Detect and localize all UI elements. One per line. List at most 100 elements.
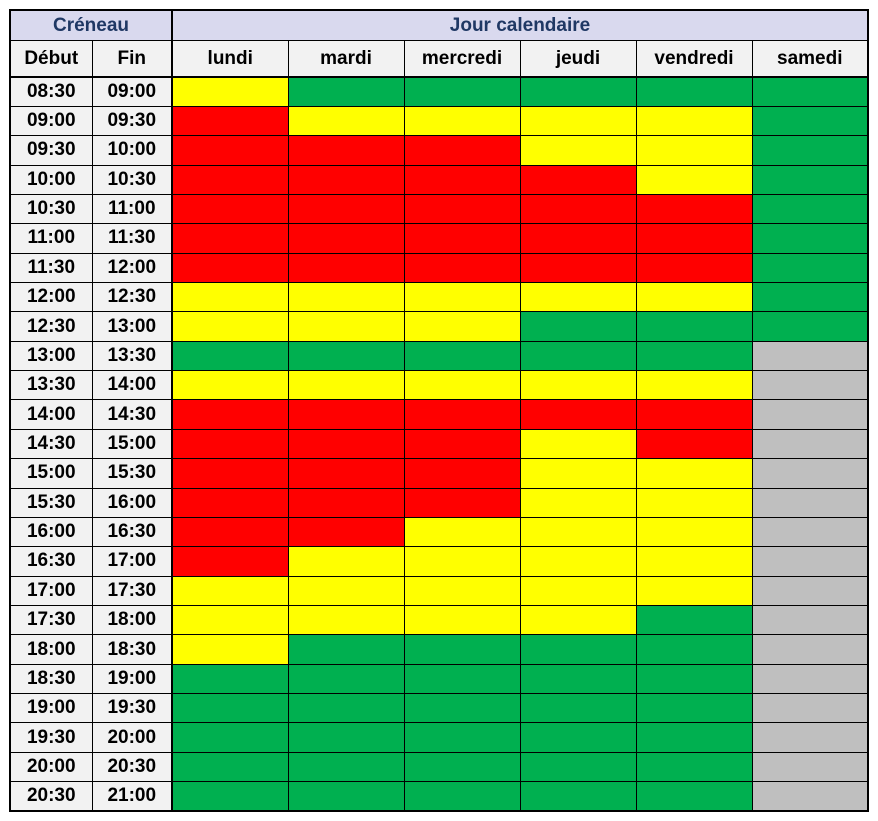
availability-cell-vendredi-1700-yellow[interactable] — [635, 575, 753, 606]
availability-cell-mardi-2000-green[interactable] — [287, 751, 405, 783]
availability-cell-samedi-0930-green[interactable] — [751, 135, 869, 166]
availability-cell-vendredi-0930-yellow[interactable] — [635, 135, 753, 166]
availability-cell-jeudi-1730-yellow[interactable] — [519, 604, 637, 636]
availability-cell-mercredi-1700-yellow[interactable] — [403, 575, 521, 606]
availability-cell-vendredi-1530-yellow[interactable] — [635, 487, 753, 518]
availability-cell-samedi-1200-green[interactable] — [751, 282, 869, 313]
availability-cell-samedi-1030-green[interactable] — [751, 193, 869, 225]
availability-cell-lundi-1400-red[interactable] — [171, 399, 289, 430]
availability-cell-jeudi-1130-red[interactable] — [519, 252, 637, 284]
availability-cell-samedi-2030-gray[interactable] — [751, 781, 869, 812]
availability-cell-vendredi-1230-green[interactable] — [635, 311, 753, 342]
availability-cell-lundi-1230-yellow[interactable] — [171, 311, 289, 342]
availability-cell-jeudi-1700-yellow[interactable] — [519, 575, 637, 606]
availability-cell-samedi-1700-gray[interactable] — [751, 575, 869, 606]
availability-cell-jeudi-1430-yellow[interactable] — [519, 428, 637, 460]
availability-cell-samedi-1930-gray[interactable] — [751, 722, 869, 753]
availability-cell-samedi-1630-gray[interactable] — [751, 546, 869, 577]
availability-cell-jeudi-1230-green[interactable] — [519, 311, 637, 342]
availability-cell-mercredi-0930-red[interactable] — [403, 135, 521, 166]
availability-cell-jeudi-1600-yellow[interactable] — [519, 516, 637, 548]
availability-cell-lundi-1800-yellow[interactable] — [171, 634, 289, 665]
availability-cell-samedi-1600-gray[interactable] — [751, 516, 869, 548]
availability-cell-vendredi-1500-yellow[interactable] — [635, 458, 753, 489]
availability-cell-jeudi-1900-green[interactable] — [519, 693, 637, 724]
availability-cell-mercredi-1100-red[interactable] — [403, 223, 521, 254]
availability-cell-vendredi-1400-red[interactable] — [635, 399, 753, 430]
availability-cell-mardi-1630-yellow[interactable] — [287, 546, 405, 577]
availability-cell-mercredi-1630-yellow[interactable] — [403, 546, 521, 577]
availability-cell-samedi-1500-gray[interactable] — [751, 458, 869, 489]
availability-cell-samedi-1800-gray[interactable] — [751, 634, 869, 665]
availability-cell-mardi-0900-yellow[interactable] — [287, 105, 405, 137]
availability-cell-lundi-1130-red[interactable] — [171, 252, 289, 284]
availability-cell-mardi-1500-red[interactable] — [287, 458, 405, 489]
availability-cell-lundi-1000-red[interactable] — [171, 164, 289, 195]
availability-cell-vendredi-1900-green[interactable] — [635, 693, 753, 724]
availability-cell-mardi-1530-red[interactable] — [287, 487, 405, 518]
availability-cell-mardi-0830-green[interactable] — [287, 76, 405, 107]
availability-cell-samedi-2000-gray[interactable] — [751, 751, 869, 783]
availability-cell-lundi-1530-red[interactable] — [171, 487, 289, 518]
availability-cell-vendredi-2030-green[interactable] — [635, 781, 753, 812]
availability-cell-vendredi-0900-yellow[interactable] — [635, 105, 753, 137]
availability-cell-mercredi-1900-green[interactable] — [403, 693, 521, 724]
availability-cell-mercredi-1800-green[interactable] — [403, 634, 521, 665]
availability-cell-jeudi-1400-red[interactable] — [519, 399, 637, 430]
availability-cell-mercredi-1030-red[interactable] — [403, 193, 521, 225]
availability-cell-samedi-1830-gray[interactable] — [751, 663, 869, 695]
availability-cell-lundi-1600-red[interactable] — [171, 516, 289, 548]
availability-cell-mercredi-1430-red[interactable] — [403, 428, 521, 460]
availability-cell-mardi-1200-yellow[interactable] — [287, 282, 405, 313]
availability-cell-mercredi-2030-green[interactable] — [403, 781, 521, 812]
availability-cell-mardi-1430-red[interactable] — [287, 428, 405, 460]
availability-cell-lundi-2000-green[interactable] — [171, 751, 289, 783]
availability-cell-jeudi-1800-green[interactable] — [519, 634, 637, 665]
availability-cell-lundi-1430-red[interactable] — [171, 428, 289, 460]
availability-cell-vendredi-1300-green[interactable] — [635, 340, 753, 372]
availability-cell-mercredi-1200-yellow[interactable] — [403, 282, 521, 313]
availability-cell-lundi-1700-yellow[interactable] — [171, 575, 289, 606]
availability-cell-vendredi-1130-red[interactable] — [635, 252, 753, 284]
availability-cell-samedi-1300-gray[interactable] — [751, 340, 869, 372]
availability-cell-jeudi-0830-green[interactable] — [519, 76, 637, 107]
availability-cell-mercredi-1300-green[interactable] — [403, 340, 521, 372]
availability-cell-lundi-1730-yellow[interactable] — [171, 604, 289, 636]
availability-cell-vendredi-1030-red[interactable] — [635, 193, 753, 225]
availability-cell-lundi-1630-red[interactable] — [171, 546, 289, 577]
availability-cell-lundi-1500-red[interactable] — [171, 458, 289, 489]
availability-cell-jeudi-1330-yellow[interactable] — [519, 370, 637, 401]
availability-cell-mercredi-1500-red[interactable] — [403, 458, 521, 489]
availability-cell-mercredi-2000-green[interactable] — [403, 751, 521, 783]
availability-cell-jeudi-1200-yellow[interactable] — [519, 282, 637, 313]
availability-cell-jeudi-1630-yellow[interactable] — [519, 546, 637, 577]
availability-cell-jeudi-1830-green[interactable] — [519, 663, 637, 695]
availability-cell-lundi-0900-red[interactable] — [171, 105, 289, 137]
availability-cell-jeudi-1930-green[interactable] — [519, 722, 637, 753]
availability-cell-mercredi-1400-red[interactable] — [403, 399, 521, 430]
availability-cell-mardi-1030-red[interactable] — [287, 193, 405, 225]
availability-cell-mercredi-1830-green[interactable] — [403, 663, 521, 695]
availability-cell-samedi-1430-gray[interactable] — [751, 428, 869, 460]
availability-cell-vendredi-2000-green[interactable] — [635, 751, 753, 783]
availability-cell-mercredi-1930-green[interactable] — [403, 722, 521, 753]
availability-cell-mercredi-1230-yellow[interactable] — [403, 311, 521, 342]
availability-cell-lundi-1100-red[interactable] — [171, 223, 289, 254]
availability-cell-mercredi-1330-yellow[interactable] — [403, 370, 521, 401]
availability-cell-mardi-0930-red[interactable] — [287, 135, 405, 166]
availability-cell-vendredi-1830-green[interactable] — [635, 663, 753, 695]
availability-cell-mercredi-1730-yellow[interactable] — [403, 604, 521, 636]
availability-cell-samedi-1100-green[interactable] — [751, 223, 869, 254]
availability-cell-mardi-1600-red[interactable] — [287, 516, 405, 548]
availability-cell-mardi-1000-red[interactable] — [287, 164, 405, 195]
availability-cell-mercredi-0900-yellow[interactable] — [403, 105, 521, 137]
availability-cell-mardi-1100-red[interactable] — [287, 223, 405, 254]
availability-cell-mardi-1230-yellow[interactable] — [287, 311, 405, 342]
availability-cell-samedi-0900-green[interactable] — [751, 105, 869, 137]
availability-cell-mardi-1300-green[interactable] — [287, 340, 405, 372]
availability-cell-vendredi-1200-yellow[interactable] — [635, 282, 753, 313]
availability-cell-jeudi-2000-green[interactable] — [519, 751, 637, 783]
availability-cell-vendredi-1000-yellow[interactable] — [635, 164, 753, 195]
availability-cell-mercredi-1600-yellow[interactable] — [403, 516, 521, 548]
availability-cell-lundi-1330-yellow[interactable] — [171, 370, 289, 401]
